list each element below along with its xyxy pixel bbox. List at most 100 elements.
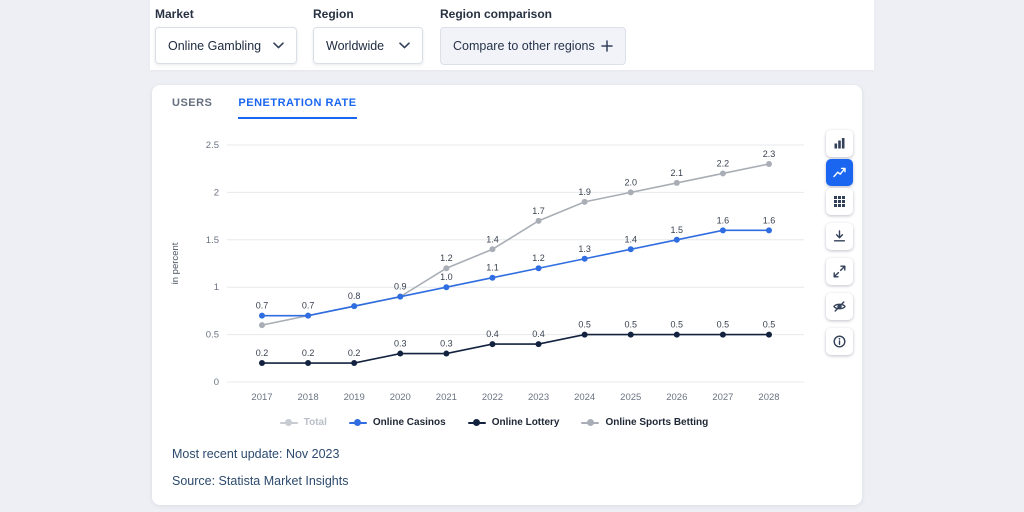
data-table-icon[interactable] <box>826 188 853 215</box>
data-label: 1.1 <box>486 263 499 273</box>
y-tick-label: 1.5 <box>206 235 219 246</box>
region-comparison-label: Region comparison <box>440 7 553 21</box>
tab-users[interactable]: USERS <box>172 97 213 109</box>
data-point <box>489 274 496 281</box>
data-point <box>719 170 726 177</box>
data-point <box>673 331 680 338</box>
x-tick-label: 2023 <box>528 392 549 403</box>
data-point <box>535 341 542 348</box>
legend-item-online-sports-betting[interactable]: Online Sports Betting <box>581 417 708 428</box>
chart-toolbar <box>826 130 854 363</box>
info-icon[interactable] <box>826 328 853 355</box>
data-point <box>766 227 772 234</box>
x-tick-label: 2024 <box>574 392 595 403</box>
x-tick-label: 2022 <box>482 392 503 403</box>
data-label: 1.7 <box>532 206 545 216</box>
data-label: 1.4 <box>624 234 637 244</box>
data-label: 1.6 <box>763 215 776 225</box>
region-select[interactable]: Worldwide <box>313 27 423 64</box>
legend-marker <box>581 418 600 427</box>
download-icon[interactable] <box>826 223 853 250</box>
data-point <box>305 360 312 367</box>
chevron-down-icon <box>399 42 410 49</box>
chart-legend: Total Online Casinos Online Lottery Online … <box>164 417 824 428</box>
data-label: 1.6 <box>717 215 730 225</box>
data-label: 0.5 <box>717 320 730 330</box>
data-point <box>259 312 265 319</box>
data-point <box>673 179 680 186</box>
legend-item-total[interactable]: Total <box>279 417 327 428</box>
data-point <box>443 284 450 291</box>
legend-marker <box>467 418 486 427</box>
market-select[interactable]: Online Gambling <box>155 27 297 64</box>
data-label: 1.9 <box>578 187 591 197</box>
chart-card: USERS PENETRATION RATE 0 0.5 1 1.5 2 2.5 in pe… <box>152 85 862 505</box>
tab-penetration-rate[interactable]: PENETRATION RATE <box>238 97 357 119</box>
region-select-value: Worldwide <box>326 38 385 53</box>
data-label: 0.5 <box>624 320 637 330</box>
data-point <box>397 350 404 357</box>
fullscreen-icon[interactable] <box>826 258 853 285</box>
data-label: 0.7 <box>302 301 315 311</box>
data-label: 1.5 <box>671 225 684 235</box>
compare-regions-button[interactable]: Compare to other regions <box>440 27 626 65</box>
data-point <box>489 246 496 253</box>
data-point <box>581 198 588 205</box>
chart: 0 0.5 1 1.5 2 2.5 in percent 2017 2018 2019 2020 20… <box>164 127 824 427</box>
data-point <box>259 322 265 329</box>
legend-marker <box>348 418 367 427</box>
last-update-text: Most recent update: Nov 2023 <box>172 447 340 461</box>
data-point <box>719 227 726 234</box>
data-point <box>719 331 726 338</box>
data-point <box>627 246 634 253</box>
data-point <box>351 360 358 367</box>
data-label: 0.2 <box>256 348 269 358</box>
data-point <box>581 331 588 338</box>
legend-label: Online Casinos <box>372 417 446 428</box>
data-label: 0.4 <box>532 329 545 339</box>
data-label: 1.0 <box>440 272 453 282</box>
y-tick-label: 2.5 <box>206 140 219 151</box>
chevron-down-icon <box>273 42 284 49</box>
data-point <box>535 265 542 272</box>
data-point <box>489 341 496 348</box>
data-label: 0.2 <box>348 348 361 358</box>
hide-eye-icon[interactable] <box>826 293 853 320</box>
region-filter: Region Worldwide <box>313 7 423 64</box>
data-point <box>627 331 634 338</box>
data-label: 0.5 <box>578 320 591 330</box>
legend-marker <box>279 418 298 427</box>
data-label: 1.4 <box>486 234 499 244</box>
data-point <box>766 160 772 167</box>
legend-label: Online Sports Betting <box>605 417 709 428</box>
x-tick-label: 2019 <box>344 392 365 403</box>
legend-label: Total <box>303 417 327 428</box>
data-point <box>627 189 634 196</box>
data-label: 1.3 <box>578 244 591 254</box>
series-line-online-casinos <box>262 229 769 317</box>
x-tick-label: 2026 <box>666 392 687 403</box>
y-tick-label: 0 <box>214 377 219 388</box>
x-tick-label: 2027 <box>712 392 733 403</box>
x-tick-label: 2017 <box>251 392 272 403</box>
data-point <box>535 217 542 224</box>
region-comparison-filter: Region comparison Compare to other regio… <box>440 7 626 65</box>
data-label: 1.2 <box>440 253 453 263</box>
x-tick-label: 2028 <box>758 392 779 403</box>
line-chart-icon[interactable] <box>826 159 853 186</box>
data-label: 2.1 <box>671 168 684 178</box>
data-point <box>766 331 772 338</box>
data-point <box>259 360 265 367</box>
bar-chart-icon[interactable] <box>826 130 853 157</box>
legend-item-online-lottery[interactable]: Online Lottery <box>467 417 559 428</box>
y-tick-label: 2 <box>214 187 219 198</box>
data-point <box>443 265 450 272</box>
data-point <box>673 236 680 243</box>
data-label: 0.8 <box>348 291 361 301</box>
legend-item-online-casinos[interactable]: Online Casinos <box>348 417 446 428</box>
x-tick-label: 2025 <box>620 392 641 403</box>
region-label: Region <box>313 7 354 21</box>
plus-icon <box>601 40 613 52</box>
data-label: 0.2 <box>302 348 315 358</box>
data-label: 0.3 <box>394 339 407 349</box>
